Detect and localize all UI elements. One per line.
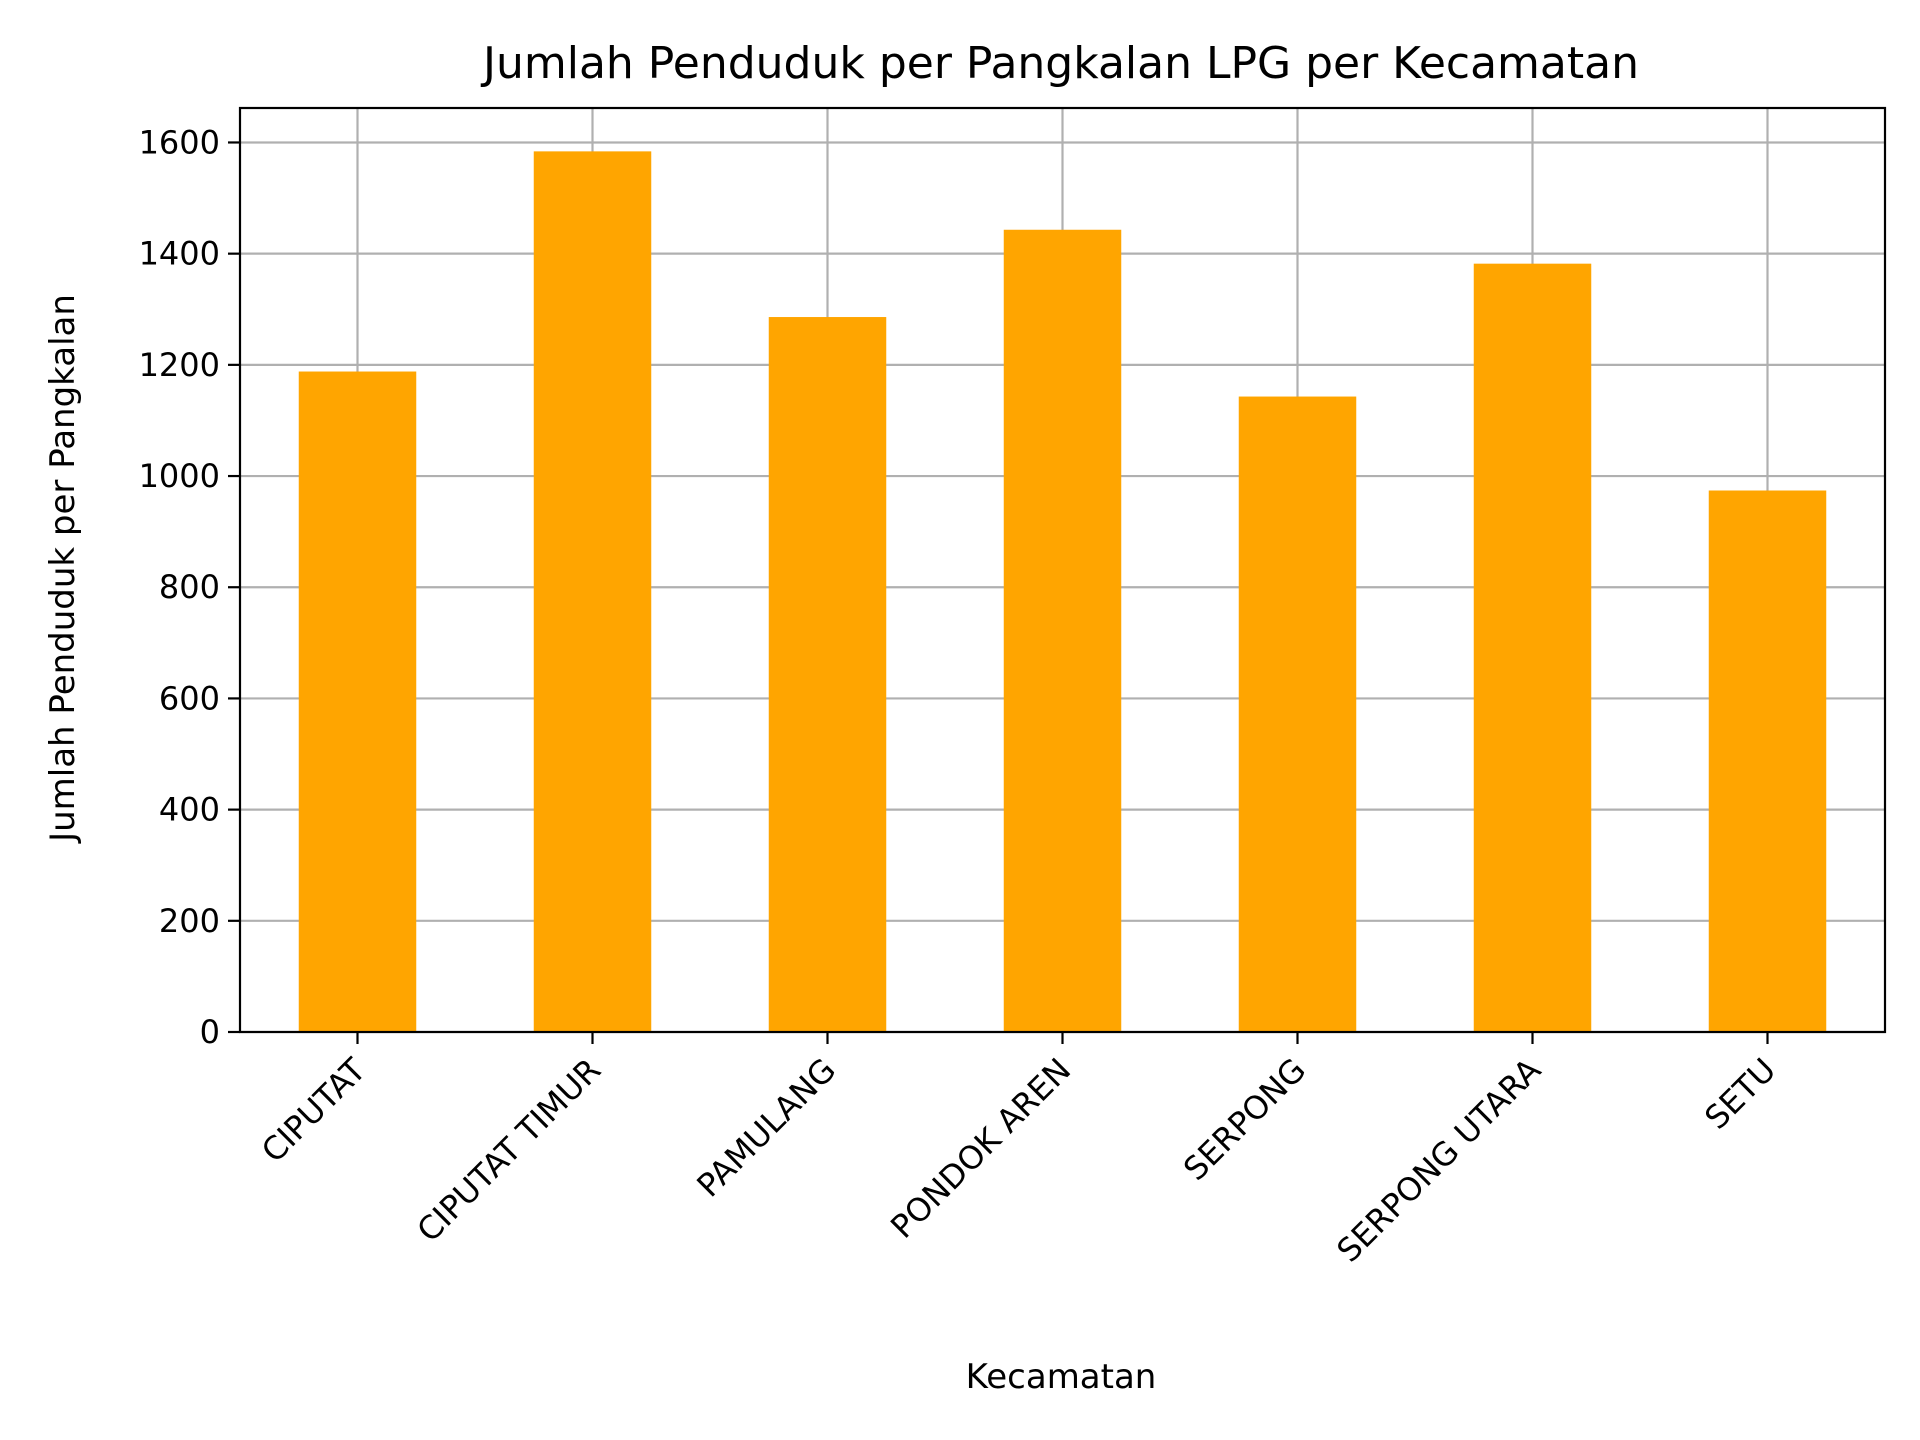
y-tick-label: 800 [159,568,220,606]
y-tick-label: 0 [200,1013,220,1051]
chart-title: Jumlah Penduduk per Pangkalan LPG per Ke… [480,38,1639,89]
y-tick-label: 1600 [139,123,220,161]
y-tick-label: 1200 [139,346,220,384]
bar [1238,396,1357,1032]
y-tick-label: 1400 [139,235,220,273]
bars [298,151,1827,1033]
x-axis-label: Kecamatan [966,1357,1157,1397]
y-axis-label: Jumlah Penduduk per Pangkalan [43,294,83,844]
bar [1473,263,1592,1033]
y-tick-label: 600 [159,679,220,717]
y-tick-label: 200 [159,902,220,940]
bar [533,151,652,1032]
bar [298,371,417,1033]
y-tick-label: 400 [159,791,220,829]
y-tick-label: 1000 [139,457,220,495]
bar [768,317,887,1033]
bar [1708,490,1827,1033]
bar [1003,229,1122,1032]
